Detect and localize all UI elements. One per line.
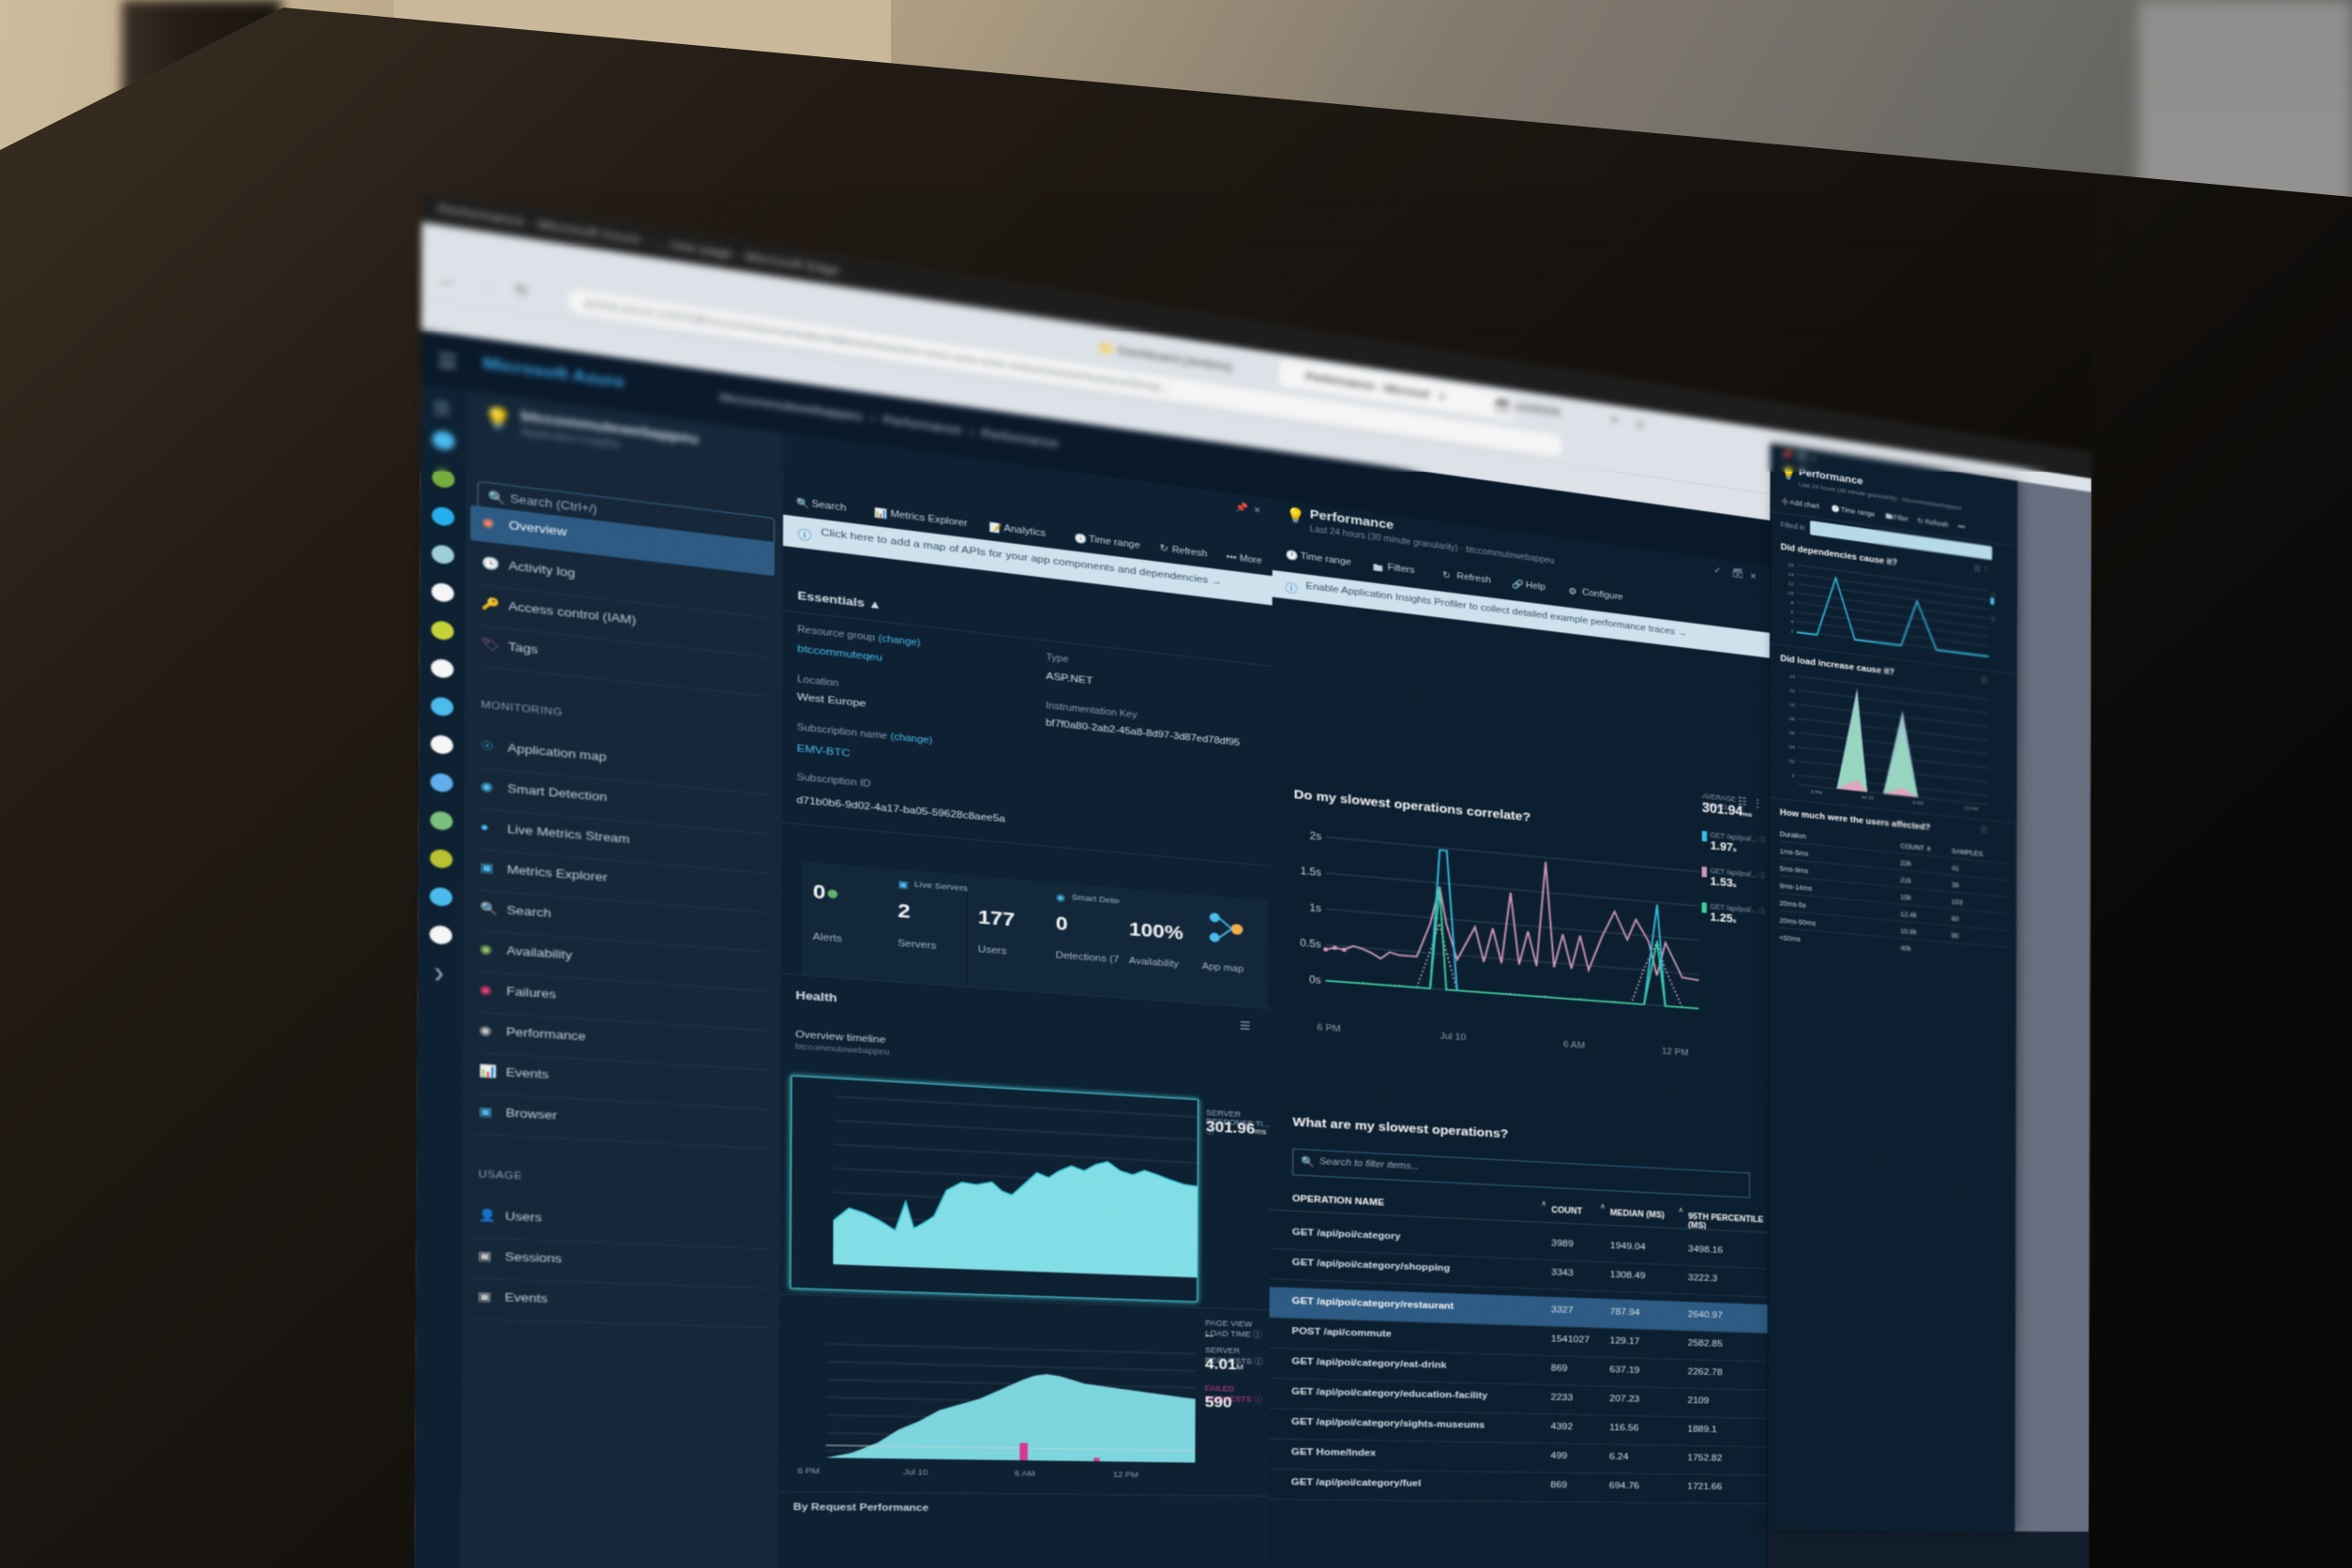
svg-text:Jul 10: Jul 10: [1861, 795, 1874, 801]
svg-text:10: 10: [1789, 702, 1795, 708]
svg-text:04: 04: [1789, 745, 1795, 750]
svg-text:8: 8: [1791, 601, 1794, 606]
svg-text:6 PM: 6 PM: [1811, 790, 1822, 795]
svg-text:0: 0: [1792, 774, 1795, 778]
svg-text:2: 2: [1790, 629, 1793, 634]
svg-text:6: 6: [1791, 611, 1794, 615]
svg-text:12: 12: [1789, 688, 1795, 694]
svg-text:06: 06: [1789, 731, 1795, 736]
svg-text:08: 08: [1789, 716, 1795, 722]
svg-text:16: 16: [1788, 563, 1794, 568]
svg-text:1.5s: 1.5s: [1301, 865, 1321, 878]
svg-text:12 PM: 12 PM: [1965, 806, 1979, 811]
svg-text:10: 10: [1788, 591, 1794, 596]
svg-text:02: 02: [1789, 759, 1795, 764]
svg-text:0.5s: 0.5s: [1300, 937, 1320, 950]
svg-text:4: 4: [1790, 620, 1793, 625]
svg-text:14: 14: [1789, 674, 1795, 680]
svg-text:14: 14: [1788, 572, 1794, 578]
svg-text:0s: 0s: [1309, 973, 1321, 986]
svg-text:12: 12: [1788, 581, 1794, 587]
svg-text:1s: 1s: [1309, 901, 1321, 913]
svg-text:2s: 2s: [1310, 830, 1322, 843]
svg-text:6 AM: 6 AM: [1912, 800, 1923, 806]
